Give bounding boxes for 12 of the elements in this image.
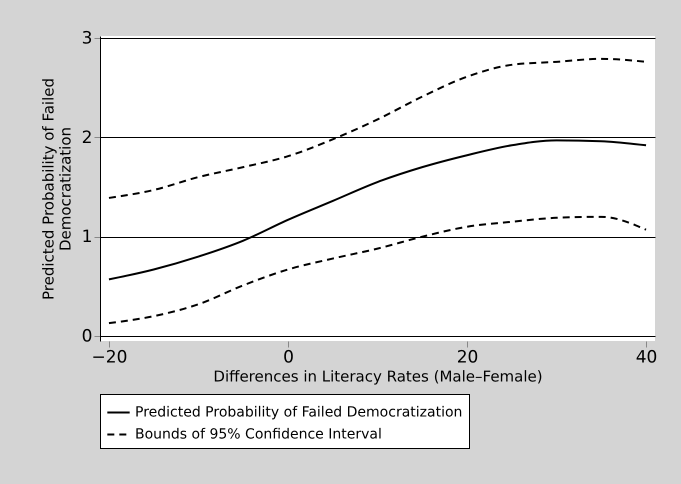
y-axis-title: Predicted Probability of Failed Democratization (40, 78, 75, 300)
x-tick-label: −20 (92, 348, 128, 368)
y-tick-label: 1 (82, 227, 92, 248)
legend-label: Bounds of 95% Confidence Interval (135, 426, 382, 442)
x-tick-label: 40 (636, 348, 658, 368)
y-tick-label: 0 (82, 326, 92, 347)
x-tick-label: 20 (456, 348, 478, 368)
y-tick-label: 3 (82, 28, 92, 48)
x-axis-title: Differences in Literacy Rates (Male–Female) (213, 368, 543, 386)
y-tick-label: 2 (82, 128, 92, 148)
legend-label: Predicted Probability of Failed Democratization (135, 404, 462, 420)
x-tick-label: 0 (283, 348, 294, 368)
